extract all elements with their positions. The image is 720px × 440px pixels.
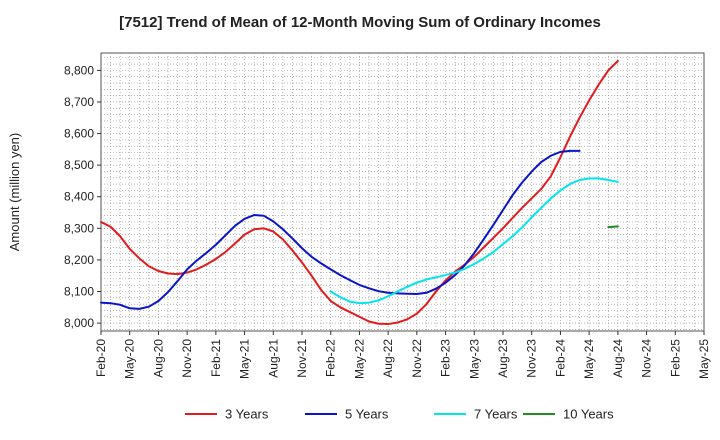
x-tick-label: May-24 [582, 339, 596, 379]
legend-label: 5 Years [345, 407, 389, 422]
x-tick-label: May-25 [697, 339, 711, 379]
plot-area [100, 52, 705, 332]
y-tick-label: 8,300 [64, 221, 94, 235]
x-tick-label: Feb-20 [94, 339, 108, 377]
y-tick-label: 8,400 [64, 190, 94, 204]
x-tick-label: Feb-22 [324, 339, 338, 377]
legend-label: 3 Years [225, 407, 269, 422]
x-tick-label: May-22 [352, 339, 366, 379]
y-tick-label: 8,800 [64, 63, 94, 77]
x-tick-label: Nov-20 [180, 339, 194, 378]
series-line-7-years [329, 177, 619, 305]
x-tick-label: Aug-24 [611, 339, 625, 378]
x-tick-label: Aug-23 [496, 339, 510, 378]
x-tick-label: Aug-20 [151, 339, 165, 378]
x-tick-label: Feb-23 [439, 339, 453, 377]
series-line-10-years [607, 225, 619, 229]
x-tick-label: Nov-23 [525, 339, 539, 378]
series-line-3-years [100, 59, 619, 326]
x-tick-label: May-21 [238, 339, 252, 379]
y-tick-label: 8,000 [64, 316, 94, 330]
x-tick-label: Feb-24 [553, 339, 567, 377]
y-tick-label: 8,700 [64, 95, 94, 109]
y-tick-label: 8,200 [64, 253, 94, 267]
legend-label: 10 Years [563, 407, 614, 422]
y-tick-label: 8,100 [64, 285, 94, 299]
x-tick-label: Feb-25 [668, 339, 682, 377]
y-tick-label: 8,600 [64, 127, 94, 141]
x-tick-label: May-20 [123, 339, 137, 379]
x-tick-label: Aug-22 [381, 339, 395, 378]
chart-title: [7512] Trend of Mean of 12-Month Moving … [119, 14, 601, 31]
x-tick-label: May-23 [467, 339, 481, 379]
x-tick-label: Feb-21 [209, 339, 223, 377]
y-tick-label: 8,500 [64, 158, 94, 172]
x-tick-label: Aug-21 [266, 339, 280, 378]
x-tick-label: Nov-22 [410, 339, 424, 378]
legend-label: 7 Years [474, 407, 518, 422]
x-tick-label: Nov-24 [640, 339, 654, 378]
y-axis-label: Amount (million yen) [7, 133, 22, 252]
series-line-5-years [100, 149, 581, 310]
x-tick-label: Nov-21 [295, 339, 309, 378]
